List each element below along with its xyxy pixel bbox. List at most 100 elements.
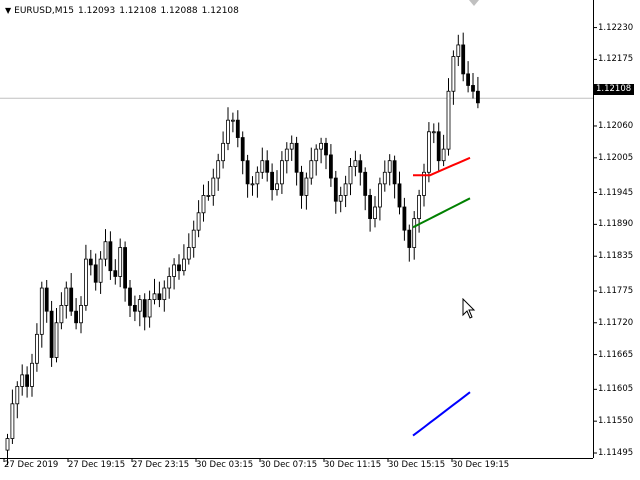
candle-body [343, 183, 348, 196]
candle [446, 78, 451, 156]
moving-average-line [412, 197, 471, 229]
candle-body [387, 160, 392, 173]
candle-body [407, 229, 412, 248]
candle [314, 144, 319, 176]
candle-body [456, 44, 461, 57]
candle-body [309, 160, 314, 179]
candle [142, 293, 147, 331]
candle [397, 171, 402, 215]
candle-body [167, 276, 172, 289]
candle-body [279, 160, 284, 185]
candle [240, 131, 245, 175]
moving-average-line [413, 156, 471, 177]
candle [10, 389, 15, 444]
candle-body [30, 362, 34, 387]
candle [265, 150, 270, 182]
candle [461, 32, 466, 82]
candle [426, 122, 431, 183]
candle-body [74, 310, 78, 324]
mouse-pointer-icon [462, 298, 476, 319]
triangle-down-icon[interactable]: ▼ [5, 6, 12, 15]
candle-body [157, 293, 162, 301]
candle [338, 186, 343, 213]
price-label: 1.11890 [598, 219, 634, 230]
time-label: 30 Dec 15:15 [388, 460, 446, 470]
price-label: 1.12060 [598, 120, 634, 131]
candle-body [451, 56, 456, 92]
open-value: 1.12093 [78, 6, 116, 16]
candle-body [25, 374, 30, 387]
candle-body [338, 195, 343, 202]
candle-body [417, 195, 422, 219]
candle-body [35, 333, 39, 364]
candle-body [270, 171, 275, 191]
candle [373, 196, 377, 228]
shift-marker-icon[interactable] [469, 0, 479, 8]
candle-body [235, 119, 240, 138]
price-label: 1.11720 [598, 317, 634, 328]
candle [181, 244, 186, 276]
price-label: 1.11835 [598, 251, 634, 262]
candle-body [177, 264, 181, 272]
candle [387, 154, 392, 186]
candle [39, 281, 44, 348]
candle-body [113, 270, 118, 277]
candle [98, 251, 103, 294]
candle [206, 181, 211, 201]
candle-body [201, 195, 206, 214]
candle [186, 233, 191, 265]
candle [211, 168, 216, 206]
candle-body [240, 137, 245, 162]
candle [113, 259, 118, 285]
candle [103, 229, 108, 267]
candle [84, 244, 88, 311]
candle [108, 231, 113, 280]
candle [157, 281, 162, 308]
candle-body [471, 85, 475, 92]
candle-body [211, 177, 216, 196]
candle [431, 123, 436, 144]
time-label: 30 Dec 11:15 [324, 460, 382, 470]
symbol-timeframe: EURUSD,M15 [14, 6, 74, 16]
candle [74, 298, 78, 330]
candle [137, 294, 142, 327]
candle [245, 154, 250, 198]
candle-body [446, 90, 451, 150]
candle-body [368, 195, 373, 219]
candle [64, 281, 69, 319]
candle [128, 279, 132, 318]
candle-body [475, 90, 480, 104]
candle-body [441, 148, 446, 162]
candle [152, 278, 157, 305]
candle-body [412, 218, 417, 248]
candle [358, 154, 363, 186]
price-label: 1.11550 [598, 416, 634, 427]
candle-body [353, 160, 358, 167]
candle [407, 224, 412, 262]
candle [333, 170, 338, 214]
candle-body [382, 171, 387, 185]
candle [279, 151, 284, 194]
candle-body [328, 154, 333, 179]
candle-body [132, 305, 137, 312]
candle [471, 73, 475, 99]
candle-body [39, 287, 44, 335]
candle [309, 147, 314, 185]
price-label: 1.12005 [598, 152, 634, 163]
candle [88, 249, 93, 276]
time-label: 27 Dec 19:15 [68, 460, 126, 470]
candle-body [128, 287, 132, 306]
low-value: 1.12088 [160, 6, 198, 16]
candle-body [221, 142, 226, 162]
candle-body [230, 119, 235, 122]
candle-body [402, 206, 407, 231]
candle [123, 241, 127, 302]
candle-body [88, 258, 93, 266]
candle-body [118, 247, 123, 277]
candle [353, 150, 358, 177]
moving-average-line [412, 391, 471, 437]
candle-body [147, 299, 152, 318]
candle [475, 76, 480, 109]
